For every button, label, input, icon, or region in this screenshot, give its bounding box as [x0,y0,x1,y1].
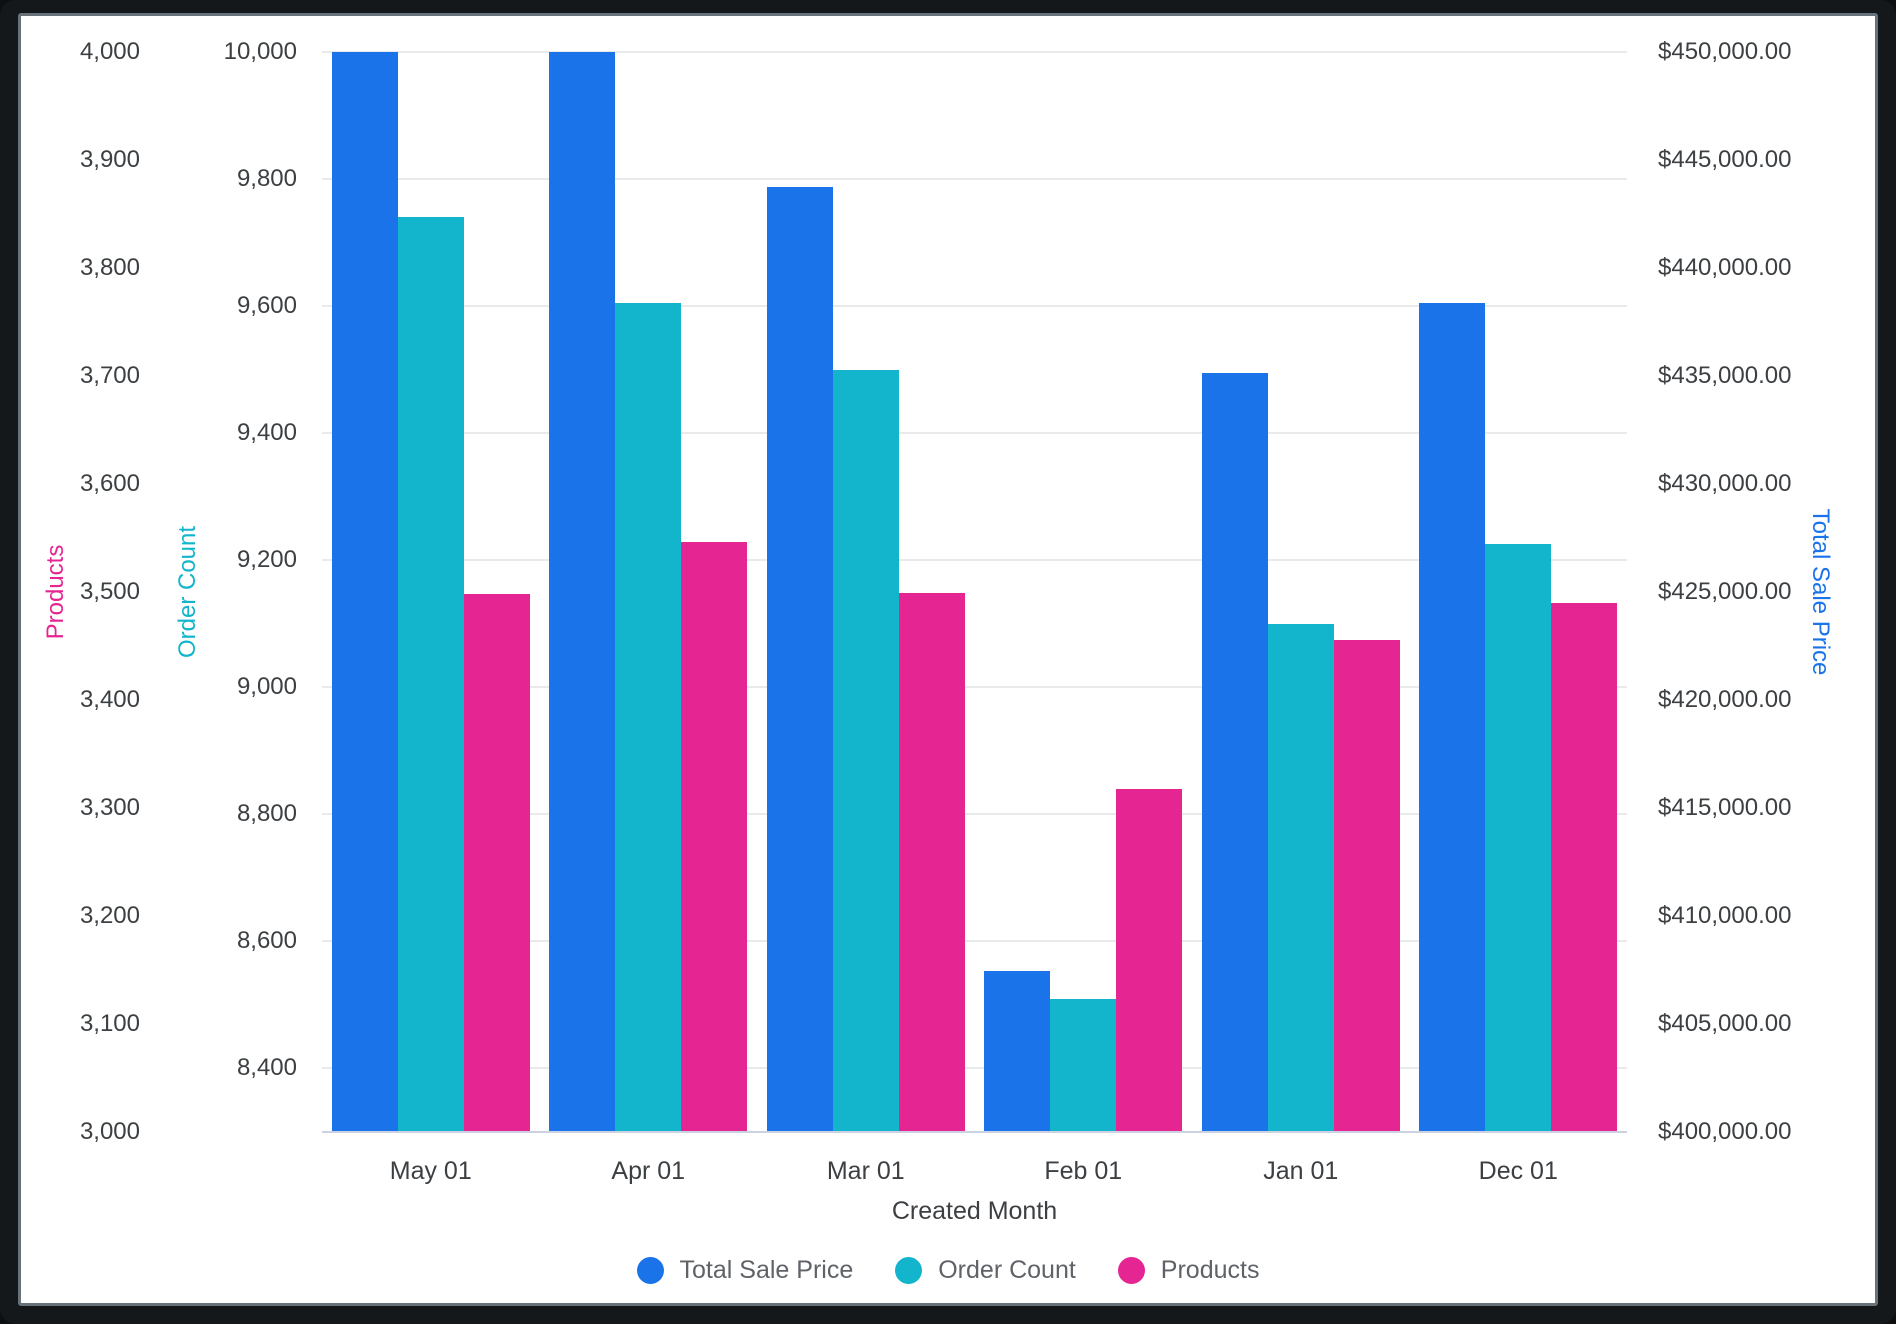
axis-products-title: Products [42,544,69,640]
bar-group-dec-01 [1410,52,1628,1132]
bar-products-mar-01[interactable] [898,593,965,1132]
bar-order_count-mar-01[interactable] [832,369,899,1132]
axis-price-tick: $430,000.00 [1658,470,1792,497]
legend-label: Total Sale Price [679,1256,854,1284]
axis-products-tick: 3,100 [79,1010,140,1037]
plot-area [322,51,1627,1133]
bar-order_count-apr-01[interactable] [615,302,682,1132]
axis-price-tick: $450,000.00 [1658,38,1792,65]
combo-bar-chart: 4,000 3,900 3,800 3,700 3,600 3,500 3,400 3,300… [21,16,1875,1303]
axis-products-tick: 3,700 [79,362,140,389]
bar-total_sale_price-mar-01[interactable] [766,187,833,1132]
bar-total_sale_price-dec-01[interactable] [1419,303,1486,1132]
legend-dot-icon [1117,1257,1145,1284]
axis-order-tick: 9,200 [236,546,297,574]
x-axis-label: Dec 01 [1478,1157,1558,1185]
axis-order-tick: 9,000 [236,673,297,701]
bar-total_sale_price-apr-01[interactable] [549,52,616,1132]
axis-price-title: Total Sale Price [1807,508,1834,676]
axis-price-tick: $420,000.00 [1658,686,1792,713]
bar-order_count-feb-01[interactable] [1050,998,1117,1132]
bar-order_count-jan-01[interactable] [1267,623,1334,1132]
legend-item-products[interactable]: Products [1117,1256,1260,1285]
chart-card: 4,000 3,900 3,800 3,700 3,600 3,500 3,400 3,300… [18,13,1878,1306]
axis-price-tick: $415,000.00 [1658,794,1792,821]
axis-price-tick: $405,000.00 [1658,1010,1792,1037]
axis-price-tick: $435,000.00 [1658,362,1792,389]
legend: Total Sale Price Order Count Products [21,1256,1875,1285]
gridline [322,178,1627,181]
axis-products-tick: 3,300 [79,794,140,821]
gridline [322,940,1627,943]
axis-order-title: Order Count [174,525,201,659]
x-axis-label: Mar 01 [826,1157,905,1185]
bar-products-feb-01[interactable] [1116,788,1183,1132]
axis-price-tick: $445,000.00 [1658,146,1792,173]
bar-group-jan-01 [1192,52,1410,1132]
legend-item-order-count[interactable]: Order Count [895,1256,1076,1285]
gridline [322,686,1627,689]
x-axis-label: Jan 01 [1263,1157,1339,1185]
bar-total_sale_price-may-01[interactable] [331,52,398,1132]
axis-products-tick: 3,600 [79,470,140,497]
bar-products-may-01[interactable] [463,594,530,1132]
axis-order-ticks: 10,000 9,800 9,600 9,400 9,200 9,000 8,800 8,60… [21,40,297,1132]
gridline [322,305,1627,308]
bar-group-may-01 [322,52,540,1132]
bar-order_count-may-01[interactable] [397,217,464,1132]
legend-dot-icon [895,1257,923,1284]
x-axis-label: May 01 [389,1157,472,1185]
bar-products-apr-01[interactable] [681,542,748,1132]
legend-label: Products [1160,1256,1260,1284]
bar-group-apr-01 [540,52,758,1132]
legend-label: Order Count [938,1256,1076,1284]
axis-products-tick: 3,900 [79,146,140,173]
bar-groups [322,52,1627,1132]
axis-order-tick: 10,000 [223,38,297,65]
axis-order-tick: 8,400 [236,1054,297,1082]
axis-price-tick: $425,000.00 [1658,578,1792,605]
axis-price-tick: $440,000.00 [1658,254,1792,281]
gridline [322,559,1627,562]
axis-order-tick: 8,600 [236,927,297,955]
axis-price-tick: $410,000.00 [1658,902,1792,929]
x-axis-label: Feb 01 [1044,1157,1123,1185]
bar-group-mar-01 [757,52,975,1132]
x-axis-title: Created Month [891,1197,1058,1225]
axis-order-tick: 9,800 [236,165,297,193]
bar-group-feb-01 [975,52,1193,1132]
axis-products-tick: 3,400 [79,686,140,713]
axis-products-tick: 4,000 [79,38,140,65]
axis-order-tick: 9,400 [236,419,297,447]
gridline [322,1067,1627,1070]
gridline [322,813,1627,816]
axis-price-ticks: $450,000.00 $445,000.00 $440,000.00 $435,00… [1658,40,1873,1144]
x-axis-line [322,1131,1627,1133]
axis-products-ticks: 4,000 3,900 3,800 3,700 3,600 3,500 3,400 3,300… [21,40,140,1144]
axis-products-tick: 3,200 [79,902,140,929]
gridline [322,432,1627,435]
axis-price-tick: $400,000.00 [1658,1118,1792,1145]
bar-order_count-dec-01[interactable] [1485,544,1552,1132]
axis-products-tick: 3,800 [79,254,140,281]
axis-products-tick: 3,500 [79,578,140,605]
bar-products-dec-01[interactable] [1551,602,1618,1132]
bar-total_sale_price-jan-01[interactable] [1201,372,1268,1132]
axis-products-tick: 3,000 [79,1118,140,1145]
bar-products-jan-01[interactable] [1333,639,1400,1132]
x-axis-label: Apr 01 [611,1157,686,1185]
legend-dot-icon [636,1257,664,1284]
axis-order-tick: 8,800 [236,800,297,828]
legend-item-total-sale-price[interactable]: Total Sale Price [636,1256,854,1285]
gridline [322,51,1627,53]
x-axis-labels: May 01 Apr 01 Mar 01 Feb 01 Jan 01 Dec 01 [322,1157,1627,1187]
bar-total_sale_price-feb-01[interactable] [984,971,1051,1132]
axis-order-tick: 9,600 [236,292,297,320]
